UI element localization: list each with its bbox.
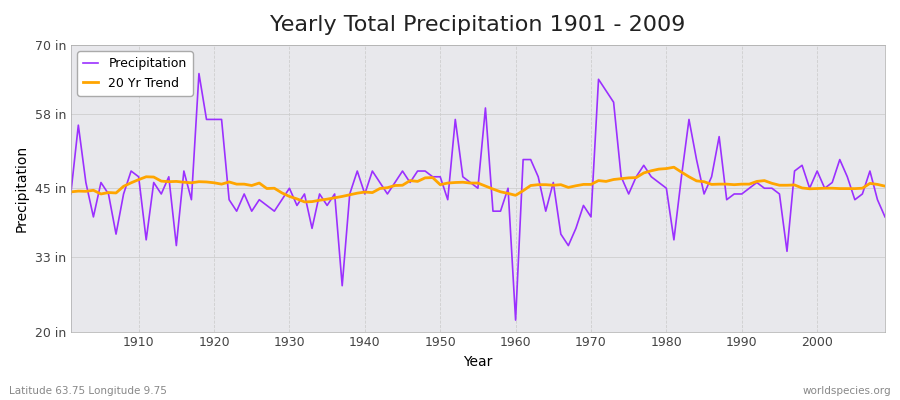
Precipitation	[126, 169, 137, 174]
Line: 20 Yr Trend: 20 Yr Trend	[71, 167, 885, 202]
Text: worldspecies.org: worldspecies.org	[803, 386, 891, 396]
Precipitation	[879, 214, 890, 219]
Title: Yearly Total Precipitation 1901 - 2009: Yearly Total Precipitation 1901 - 2009	[270, 15, 686, 35]
20 Yr Trend	[608, 177, 619, 182]
20 Yr Trend	[66, 190, 77, 194]
20 Yr Trend	[669, 165, 680, 170]
20 Yr Trend	[879, 184, 890, 188]
Precipitation	[526, 157, 536, 162]
20 Yr Trend	[126, 180, 137, 185]
20 Yr Trend	[518, 188, 528, 193]
Y-axis label: Precipitation: Precipitation	[15, 145, 29, 232]
Text: Latitude 63.75 Longitude 9.75: Latitude 63.75 Longitude 9.75	[9, 386, 166, 396]
X-axis label: Year: Year	[464, 355, 492, 369]
Precipitation	[66, 192, 77, 196]
Precipitation	[616, 174, 626, 179]
Precipitation	[194, 71, 204, 76]
Line: Precipitation: Precipitation	[71, 74, 885, 320]
Precipitation	[345, 192, 356, 196]
Precipitation	[510, 318, 521, 322]
20 Yr Trend	[292, 196, 302, 201]
20 Yr Trend	[299, 200, 310, 204]
Legend: Precipitation, 20 Yr Trend: Precipitation, 20 Yr Trend	[77, 51, 193, 96]
Precipitation	[299, 192, 310, 196]
20 Yr Trend	[510, 193, 521, 198]
20 Yr Trend	[345, 192, 356, 197]
Precipitation	[518, 157, 528, 162]
